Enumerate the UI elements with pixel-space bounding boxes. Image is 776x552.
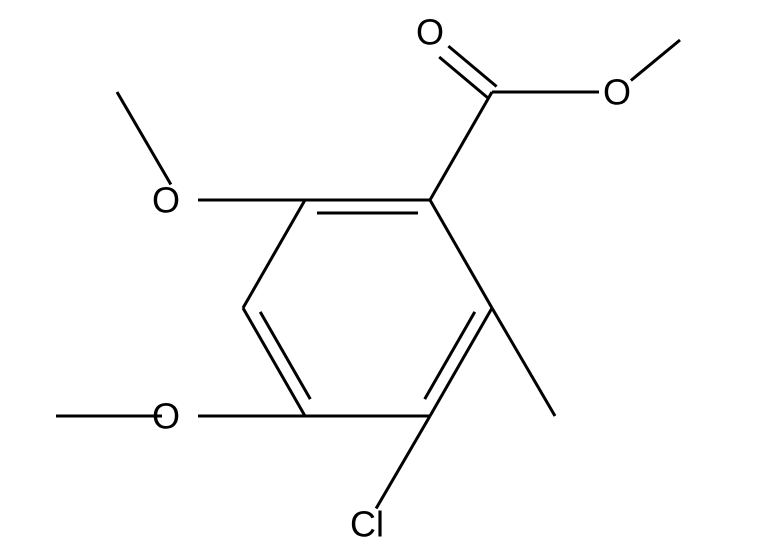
atom-label-o13: O [152,180,180,221]
atom-label-o8: O [416,12,444,53]
chemical-structure: O O Cl O O [0,0,776,552]
atom-label-o11: O [152,396,180,437]
atom-label-cl: Cl [350,504,384,545]
atom-label-o9: O [603,72,631,113]
